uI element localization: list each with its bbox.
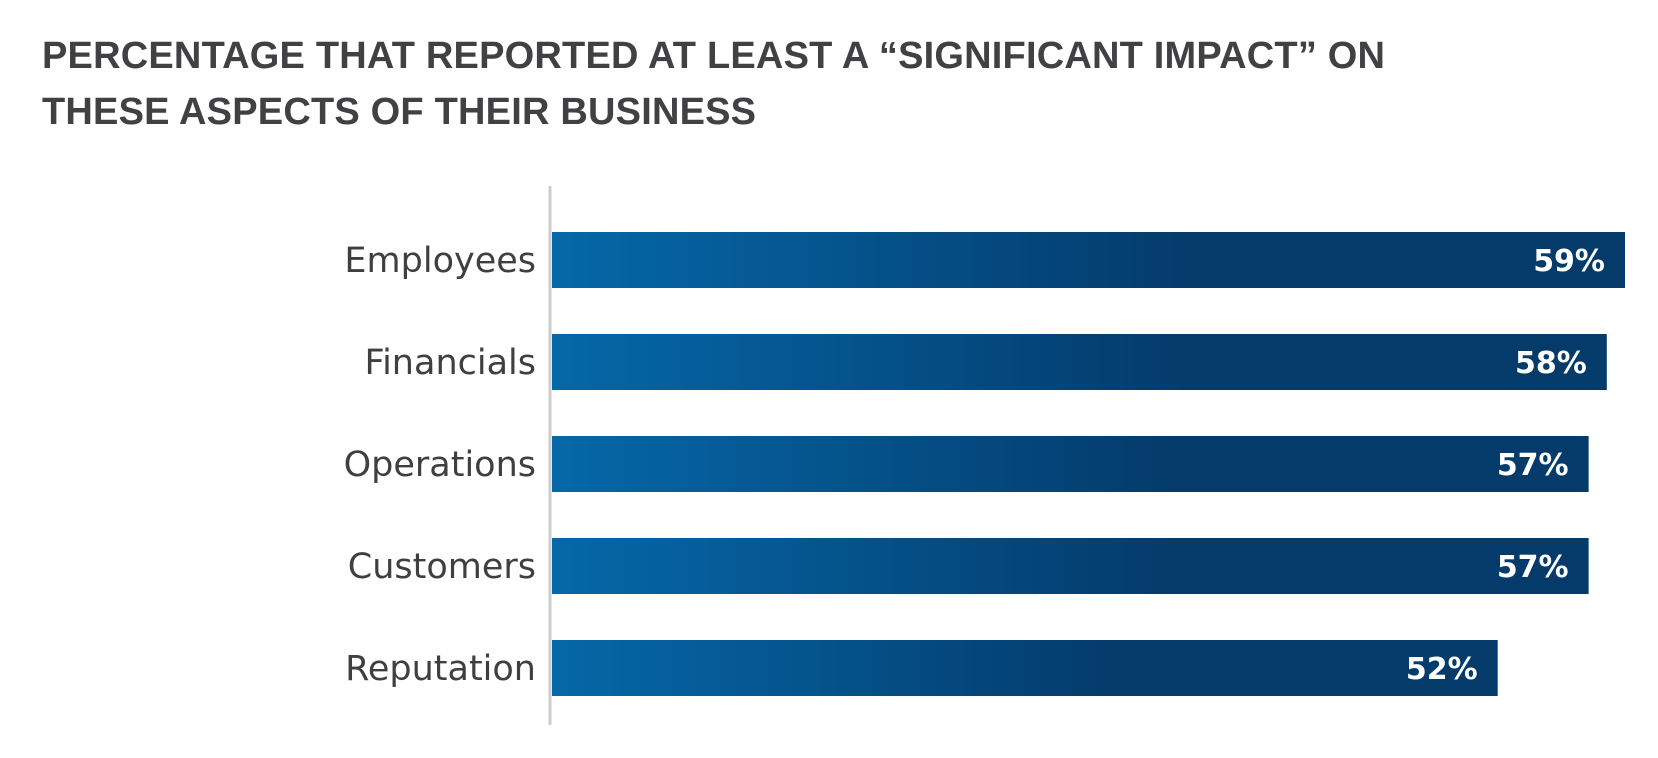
bar-customers	[552, 538, 1589, 594]
value-label: 58%	[1515, 346, 1587, 381]
bar-group-operations: Operations 57%	[344, 436, 1589, 492]
category-label: Employees	[344, 241, 536, 281]
bar-group-customers: Customers 57%	[348, 538, 1589, 594]
bar-group-employees: Employees 59%	[344, 232, 1625, 288]
value-label: 52%	[1406, 652, 1478, 687]
value-label: 59%	[1533, 244, 1605, 279]
value-label: 57%	[1497, 550, 1569, 585]
chart-title: PERCENTAGE THAT REPORTED AT LEAST A “SIG…	[42, 35, 1386, 133]
category-label: Reputation	[345, 649, 536, 689]
category-label: Financials	[365, 343, 537, 383]
value-label: 57%	[1497, 448, 1569, 483]
category-label: Operations	[344, 445, 536, 485]
category-label: Customers	[348, 547, 536, 587]
bar-group-reputation: Reputation 52%	[345, 640, 1498, 696]
bar-financials	[552, 334, 1607, 390]
bar-group-financials: Financials 58%	[365, 334, 1607, 390]
bar-employees	[552, 232, 1625, 288]
bar-reputation	[552, 640, 1498, 696]
bar-operations	[552, 436, 1589, 492]
